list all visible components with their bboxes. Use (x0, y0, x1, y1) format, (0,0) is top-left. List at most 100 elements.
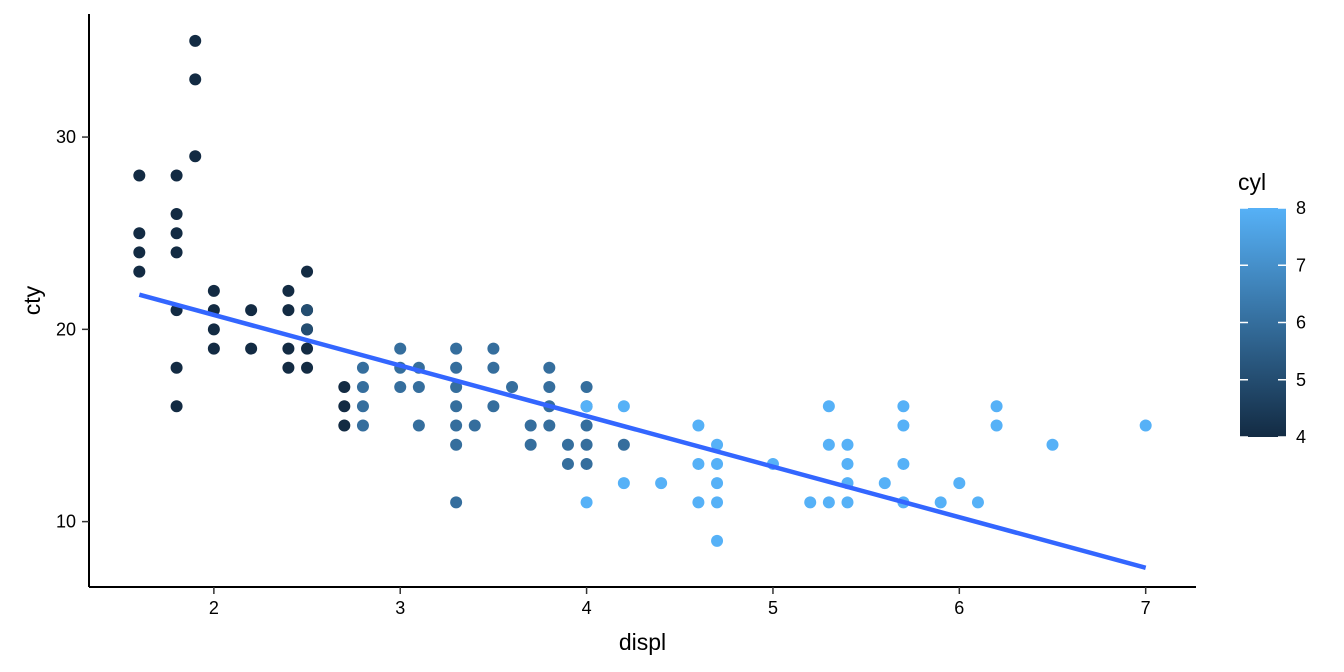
data-point (692, 496, 705, 509)
data-point (450, 419, 463, 432)
data-point (245, 342, 258, 355)
data-point (543, 381, 556, 394)
data-point (1139, 419, 1152, 432)
data-point (450, 381, 463, 394)
data-point (170, 227, 183, 240)
data-point (189, 73, 202, 86)
data-point (133, 265, 146, 278)
data-point (282, 304, 295, 317)
trend-line (138, 292, 1147, 570)
data-point (506, 381, 519, 394)
x-tick-label: 5 (768, 598, 778, 618)
data-point (356, 361, 369, 374)
data-point (841, 438, 854, 451)
legend-ticks: 4 5 6 7 8 (1240, 198, 1306, 447)
legend-tick-label: 6 (1296, 313, 1306, 333)
data-point (822, 400, 835, 413)
colorbar-legend: cyl 4 5 6 7 8 (1238, 169, 1306, 447)
data-point (953, 477, 966, 490)
x-tick-label: 6 (954, 598, 964, 618)
data-point (412, 381, 425, 394)
data-point (207, 342, 220, 355)
data-point (580, 381, 593, 394)
data-point (617, 477, 630, 490)
y-tick-label: 10 (56, 512, 76, 532)
data-point (301, 361, 314, 374)
data-point (133, 169, 146, 182)
data-point (170, 361, 183, 374)
data-point (207, 284, 220, 297)
legend-tick-label: 4 (1296, 427, 1306, 447)
data-point (561, 457, 574, 470)
data-point (170, 169, 183, 182)
data-point (711, 457, 724, 470)
data-point (711, 534, 724, 547)
data-point (450, 342, 463, 355)
data-point (487, 400, 500, 413)
data-point (487, 361, 500, 374)
data-point (301, 265, 314, 278)
data-point (282, 361, 295, 374)
data-point (450, 361, 463, 374)
data-point (356, 419, 369, 432)
data-point (394, 342, 407, 355)
data-point (990, 419, 1003, 432)
data-point (580, 457, 593, 470)
data-point (338, 381, 351, 394)
data-point (711, 496, 724, 509)
data-point (356, 400, 369, 413)
data-point (543, 419, 556, 432)
data-point (804, 496, 817, 509)
data-point (841, 457, 854, 470)
data-point (170, 246, 183, 259)
data-point (450, 438, 463, 451)
data-point (282, 284, 295, 297)
data-point (301, 304, 314, 317)
data-point (394, 381, 407, 394)
data-point (580, 438, 593, 451)
x-tick-label: 4 (582, 598, 592, 618)
data-point (897, 419, 910, 432)
data-point (338, 419, 351, 432)
x-tick-label: 2 (209, 598, 219, 618)
data-point (468, 419, 481, 432)
data-point (543, 361, 556, 374)
data-point (990, 400, 1003, 413)
data-point (822, 496, 835, 509)
axes-layer: 2 3 4 5 6 7 10 20 30 (56, 14, 1196, 618)
data-point (841, 496, 854, 509)
data-point (561, 438, 574, 451)
data-point (133, 227, 146, 240)
data-point (450, 496, 463, 509)
data-point (711, 477, 724, 490)
data-point (487, 342, 500, 355)
data-point (207, 323, 220, 336)
data-point (170, 400, 183, 413)
data-point (580, 419, 593, 432)
data-point (971, 496, 984, 509)
data-point (878, 477, 891, 490)
legend-tick-label: 7 (1296, 255, 1306, 275)
data-point (282, 342, 295, 355)
data-point (897, 400, 910, 413)
data-point (412, 419, 425, 432)
data-point (617, 438, 630, 451)
data-point (301, 323, 314, 336)
points-layer (133, 34, 1152, 547)
data-point (245, 304, 258, 317)
x-tick-label: 7 (1141, 598, 1151, 618)
y-tick-label: 20 (56, 319, 76, 339)
data-point (338, 400, 351, 413)
data-point (692, 457, 705, 470)
y-tick-label: 30 (56, 127, 76, 147)
data-point (580, 496, 593, 509)
data-point (655, 477, 668, 490)
data-point (580, 400, 593, 413)
data-point (170, 207, 183, 220)
data-point (1046, 438, 1059, 451)
data-point (133, 246, 146, 259)
data-point (711, 438, 724, 451)
data-point (692, 419, 705, 432)
